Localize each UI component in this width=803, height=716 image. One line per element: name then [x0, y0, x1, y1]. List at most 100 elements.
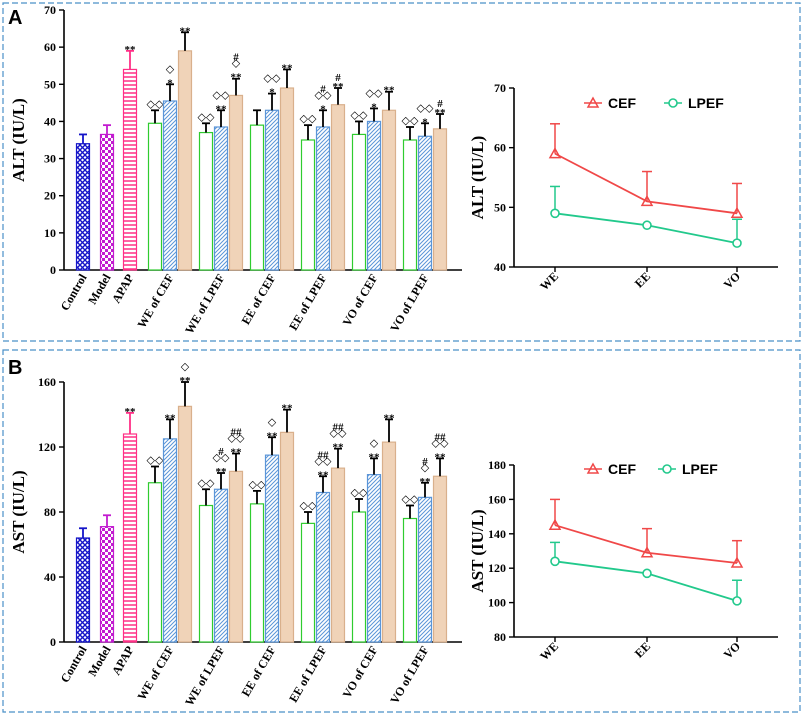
significance-mark: ◇◇: [228, 433, 245, 445]
significance-mark: **: [125, 44, 137, 56]
series-point-lpef: [732, 238, 742, 248]
legend-cef-marker: [586, 96, 600, 108]
significance-mark: #: [218, 446, 224, 458]
group-1-bar: [162, 438, 178, 643]
y-tick-label: 40: [494, 260, 506, 274]
group-2-bar: [177, 405, 193, 643]
y-tick-label: 0: [50, 263, 56, 277]
significance-mark: ##: [231, 427, 243, 439]
significance-mark: ##: [333, 422, 345, 434]
y-tick-label: 80: [494, 630, 506, 644]
group-0-bar: [351, 511, 367, 643]
group-0-bar: [249, 124, 265, 271]
significance-mark: ◇◇: [402, 494, 419, 506]
group-2-bar: [177, 50, 193, 271]
group-2-bar: [279, 87, 295, 271]
group-0-bar: [198, 131, 214, 271]
group-0-bar: [147, 482, 163, 643]
significance-mark: ◇◇: [213, 452, 230, 464]
group-1-bar: [264, 454, 280, 643]
significance-mark: ◇◇: [402, 115, 419, 127]
y-axis-title: ALT (IU/L): [9, 98, 28, 182]
group-2-bar: [228, 94, 244, 271]
series-line-lpef: [554, 560, 738, 602]
significance-mark: #: [320, 83, 326, 95]
y-tick-label: 40: [44, 114, 56, 128]
group-0-bar: [402, 517, 418, 643]
group-2-bar: [330, 104, 346, 271]
x-category-label: Control: [58, 643, 90, 685]
x-category-label: APAP: [109, 644, 137, 678]
significance-mark: ◇◇: [213, 89, 230, 101]
y-tick-label: 160: [488, 492, 506, 506]
alt-line-chart: 40 50 60 70 ALT (IU/L) WE EE VO CEF LPEF: [468, 81, 778, 293]
significance-mark: ##: [318, 449, 330, 461]
y-tick-label: 10: [44, 226, 56, 240]
group-1-bar: [162, 100, 178, 271]
series-point-lpef: [732, 596, 742, 606]
series-point-lpef: [550, 556, 560, 567]
significance-mark: #: [233, 52, 239, 64]
legend-lpef-marker: [668, 98, 678, 108]
y-axis-title: AST (IU/L): [9, 470, 28, 553]
y-tick-label: 20: [44, 189, 56, 203]
x-category-label: Model: [85, 271, 114, 307]
x-category-label: EE of LPEF: [286, 644, 329, 705]
y-tick-label: 60: [44, 40, 56, 54]
series-line-cef: [554, 152, 738, 215]
group-0-bar: [402, 139, 418, 271]
significance-mark: ◇◇: [351, 109, 368, 121]
group-0-bar: [300, 522, 316, 643]
significance-mark: **: [318, 469, 330, 481]
x-tick-label: WE: [537, 639, 561, 663]
group-2-bar: [432, 475, 448, 643]
y-tick-label: 0: [50, 635, 56, 649]
significance-mark: ◇◇: [417, 102, 434, 114]
significance-mark: **: [435, 451, 447, 463]
significance-mark: **: [216, 466, 228, 478]
significance-mark: **: [231, 72, 243, 84]
y-tick-label: 50: [494, 200, 506, 214]
x-category-label: EE of CEF: [238, 644, 278, 700]
significance-mark: #: [335, 72, 341, 84]
significance-mark: **: [333, 442, 345, 454]
panel-b-label: B: [8, 357, 22, 379]
legend-lpef-label: LPEF: [688, 95, 724, 111]
x-category-label: EE of CEF: [238, 272, 278, 328]
ast-line-chart: 80 100 120 140 160 180 AST (IU/L) WE EE VO CEF LPEF: [468, 458, 778, 663]
x-category-label: EE of LPEF: [286, 272, 329, 333]
series-point-cef: [640, 194, 654, 207]
group-1-bar: [315, 491, 331, 643]
x-category-label: WE of CEF: [134, 644, 176, 703]
significance-mark: **: [282, 403, 294, 415]
y-tick-label: 140: [488, 527, 506, 541]
group-0-bar: [249, 503, 265, 643]
x-category-label: VO of CEF: [340, 644, 381, 701]
group-2-bar: [432, 128, 448, 271]
single-control-bar: [75, 537, 91, 643]
group-1-bar: [417, 496, 433, 643]
legend-cef-marker: [586, 462, 600, 474]
group-2-bar: [330, 467, 346, 643]
group-0-bar: [198, 504, 214, 643]
x-tick-label: EE: [632, 269, 653, 290]
x-category-label: VO of CEF: [340, 272, 381, 329]
y-axis-title: ALT (IU/L): [468, 136, 487, 220]
significance-mark: ◇◇: [315, 455, 332, 467]
group-2-bar: [228, 470, 244, 643]
significance-mark: **: [216, 103, 228, 115]
y-tick-label: 160: [38, 375, 56, 389]
series-point-lpef: [642, 220, 652, 231]
significance-mark: ◇◇: [147, 98, 164, 110]
series-point-lpef: [550, 208, 560, 219]
series-point-lpef: [642, 568, 652, 579]
y-tick-label: 80: [44, 505, 56, 519]
group-1-bar: [366, 120, 382, 271]
significance-mark: ◇: [232, 58, 241, 70]
significance-mark: **: [420, 476, 432, 488]
significance-mark: *: [422, 116, 428, 128]
y-tick-label: 180: [488, 458, 506, 472]
significance-mark: **: [384, 85, 396, 97]
